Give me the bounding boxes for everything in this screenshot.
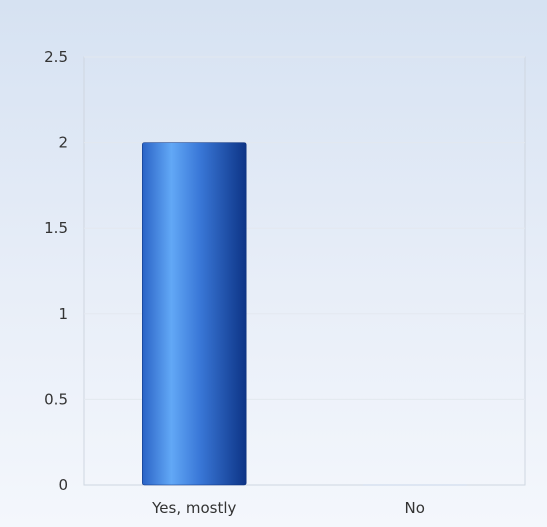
- y-axis-ticks: 0 0.5 1 1.5 2 2.5: [44, 48, 68, 494]
- y-tick-label: 0.5: [44, 390, 68, 408]
- y-tick-label: 2.5: [44, 48, 68, 66]
- y-tick-label: 1: [58, 305, 68, 323]
- x-axis-labels: Yes, mostly No: [151, 499, 425, 517]
- bar: [362, 484, 467, 486]
- y-tick-label: 1.5: [44, 219, 68, 237]
- bar: [142, 142, 247, 486]
- y-tick-label: 2: [58, 134, 68, 152]
- bars: [142, 142, 467, 486]
- y-tick-label: 0: [58, 476, 68, 494]
- x-category-label: No: [405, 499, 425, 517]
- x-category-label: Yes, mostly: [151, 499, 236, 517]
